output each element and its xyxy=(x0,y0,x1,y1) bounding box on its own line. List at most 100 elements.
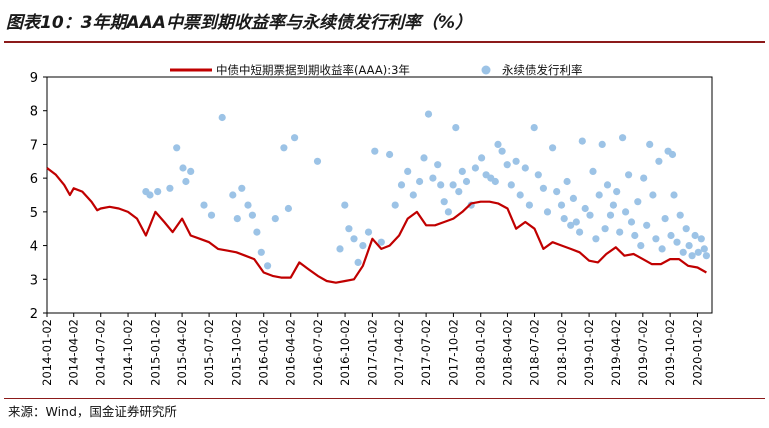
scatter-point xyxy=(640,174,648,182)
x-tick-label: 2014-01-02 xyxy=(40,319,54,386)
scatter-point xyxy=(166,184,174,192)
scatter-point xyxy=(391,201,399,209)
scatter-point xyxy=(627,218,636,226)
scatter-point xyxy=(179,164,187,172)
scatter-point xyxy=(702,252,711,260)
x-tick-label: 2019-04-02 xyxy=(609,319,623,386)
scatter-point xyxy=(182,177,190,186)
scatter-point xyxy=(576,228,584,236)
scatter-point xyxy=(434,161,442,169)
scatter-point xyxy=(598,140,606,148)
y-tick-label: 2 xyxy=(30,307,38,322)
scatter-point xyxy=(567,221,575,229)
x-tick-label: 2016-01-02 xyxy=(257,319,271,386)
y-tick-label: 3 xyxy=(30,273,38,288)
scatter-point xyxy=(271,215,279,223)
scatter-point xyxy=(646,140,654,148)
scatter-point xyxy=(471,164,479,172)
scatter-point xyxy=(634,198,642,206)
scatter-point xyxy=(444,208,452,216)
scatter-point xyxy=(625,171,633,179)
x-tick-label: 2018-07-02 xyxy=(527,319,541,386)
scatter-point xyxy=(652,235,660,243)
scatter-point xyxy=(238,184,246,192)
scatter-point xyxy=(341,201,349,209)
chart-title: 图表10：3年期AAA中票到期收益率与永续债发行利率（%） xyxy=(6,13,472,33)
scatter-point xyxy=(429,174,437,182)
scatter-point xyxy=(420,154,428,162)
scatter-point xyxy=(173,144,181,152)
scatter-point xyxy=(622,208,630,216)
scatter-point xyxy=(350,235,358,243)
x-tick-label: 2016-04-02 xyxy=(284,319,298,386)
scatter-point xyxy=(449,181,457,189)
scatter-point xyxy=(284,204,292,213)
x-tick-label: 2019-07-02 xyxy=(636,319,650,386)
y-tick-label: 8 xyxy=(30,105,38,120)
scatter-point xyxy=(668,150,677,159)
scatter-point xyxy=(462,177,471,186)
scatter-point xyxy=(521,164,529,172)
scatter-point xyxy=(685,242,693,250)
scatter-point xyxy=(649,191,657,199)
x-tick-label: 2017-01-02 xyxy=(365,319,379,386)
scatter-point xyxy=(667,231,675,240)
scatter-point xyxy=(606,211,615,219)
scatter-point xyxy=(694,248,702,256)
x-tick-label: 2016-10-02 xyxy=(338,319,352,386)
scatter-point xyxy=(586,211,594,219)
scatter-series xyxy=(142,110,711,270)
legend-dot-swatch xyxy=(481,65,491,75)
y-tick-label: 6 xyxy=(30,172,38,187)
scatter-point xyxy=(507,181,515,189)
x-tick-label: 2014-10-02 xyxy=(121,319,135,386)
scatter-point xyxy=(700,245,708,253)
scatter-point xyxy=(154,188,162,196)
x-tick-label: 2019-10-02 xyxy=(663,319,677,386)
x-axis: 2014-01-02 2014-04-02 2014-07-02 2014-10-02… xyxy=(40,313,704,386)
x-tick-label: 2014-07-02 xyxy=(94,319,108,386)
yield-line xyxy=(46,167,707,284)
scatter-point xyxy=(377,238,385,246)
scatter-point xyxy=(440,198,448,206)
x-tick-label: 2018-10-02 xyxy=(555,319,569,386)
legend-dot-label: 永续债发行利率 xyxy=(502,63,583,77)
x-tick-label: 2018-04-02 xyxy=(500,319,514,386)
scatter-point xyxy=(516,191,524,199)
scatter-point xyxy=(207,211,216,219)
x-tick-label: 2017-10-02 xyxy=(446,319,460,386)
scatter-point xyxy=(655,157,663,165)
scatter-point xyxy=(589,167,597,175)
scatter-point xyxy=(218,113,226,122)
legend-line-label: 中债中短期票据到期收益率(AAA):3年 xyxy=(216,63,410,77)
scatter-point xyxy=(187,167,195,175)
scatter-point xyxy=(498,147,506,155)
scatter-point xyxy=(676,211,684,219)
scatter-point xyxy=(424,110,433,118)
scatter-point xyxy=(637,242,645,250)
legend: 中债中短期票据到期收益率(AAA):3年 永续债发行利率 xyxy=(170,63,583,77)
source-note: 来源：Wind，国金证券研究所 xyxy=(8,404,177,419)
scatter-point xyxy=(619,134,627,142)
scatter-point xyxy=(569,194,578,202)
scatter-point xyxy=(631,231,639,240)
scatter-point xyxy=(455,188,463,196)
scatter-point xyxy=(609,201,618,209)
plot-frame xyxy=(46,76,713,314)
scatter-point xyxy=(539,184,548,192)
scatter-point xyxy=(601,225,609,233)
scatter-point xyxy=(563,177,571,186)
scatter-point xyxy=(437,181,445,189)
scatter-point xyxy=(572,218,580,226)
line-series xyxy=(46,167,707,284)
scatter-point xyxy=(503,161,511,169)
scatter-point xyxy=(525,201,534,209)
scatter-point xyxy=(553,188,561,196)
x-tick-label: 2017-04-02 xyxy=(392,319,406,386)
x-tick-label: 2015-01-02 xyxy=(148,319,162,386)
scatter-point xyxy=(661,215,669,223)
scatter-point xyxy=(253,228,261,236)
scatter-point xyxy=(613,188,621,196)
scatter-point xyxy=(691,231,699,240)
